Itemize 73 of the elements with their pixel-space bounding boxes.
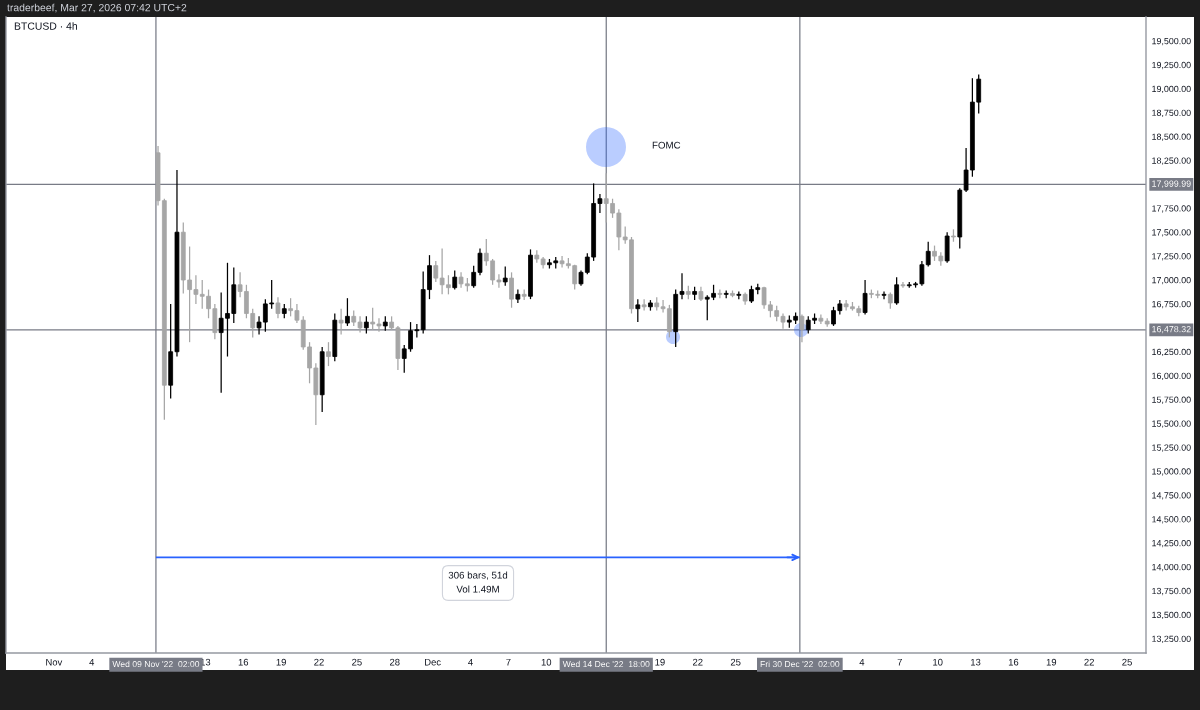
x-tick-label: Dec xyxy=(425,658,441,666)
candlestick xyxy=(925,241,931,268)
x-tick-label: 13 xyxy=(971,658,981,666)
y-tick-label: 17,000.00 xyxy=(1152,277,1191,285)
candlestick xyxy=(345,297,350,327)
candlestick xyxy=(641,298,647,312)
x-tick-label: 7 xyxy=(506,658,511,666)
x-tick-label: 16 xyxy=(1008,658,1019,666)
candlestick xyxy=(502,265,508,287)
x-tick-label: 19 xyxy=(1046,658,1057,666)
y-tick-label: 15,750.00 xyxy=(1152,396,1191,404)
x-tick-label: 4 xyxy=(859,658,865,666)
x-tick-label: 25 xyxy=(1122,658,1132,666)
x-tick-label: 19 xyxy=(276,658,286,666)
candlestick xyxy=(862,279,868,316)
x-tick-label: 7 xyxy=(897,658,902,666)
chart-title: BTCUSD · 4h xyxy=(14,22,77,30)
y-tick-label: 13,250.00 xyxy=(1152,635,1191,644)
x-tick-label: 22 xyxy=(693,658,703,666)
y-tick-label: 13,750.00 xyxy=(1152,587,1191,596)
x-tick-label: 4 xyxy=(468,658,473,666)
candlestick xyxy=(717,288,723,299)
x-tick-label: 28 xyxy=(389,658,400,666)
x-tick-label: 25 xyxy=(352,658,362,666)
ref-line-label: Wed 14 Dec '22 18:00 xyxy=(562,660,650,668)
candlestick xyxy=(433,260,439,283)
y-tick-label: 14,750.00 xyxy=(1152,492,1191,500)
candlestick xyxy=(799,313,805,343)
y-tick-label: 19,500.00 xyxy=(1152,37,1191,46)
y-tick-label: 14,500.00 xyxy=(1152,516,1191,524)
y-tick-label: 16,250.00 xyxy=(1152,348,1191,357)
ref-line-label: 17,999.99 xyxy=(1152,180,1191,188)
x-tick-label: 22 xyxy=(1084,658,1094,666)
candlestick xyxy=(881,290,887,300)
candlestick xyxy=(338,308,344,336)
candlestick xyxy=(894,276,900,306)
ref-line-label: 16,478.32 xyxy=(1152,325,1191,334)
x-tick-label: 10 xyxy=(541,658,552,666)
annotation: FOMC xyxy=(652,141,681,149)
y-tick-label: 17,500.00 xyxy=(1152,229,1191,237)
candlestick xyxy=(818,313,824,325)
y-tick-label: 16,000.00 xyxy=(1152,372,1191,380)
y-tick-label: 18,750.00 xyxy=(1152,109,1191,117)
candlestick xyxy=(900,281,906,289)
y-tick-label: 14,250.00 xyxy=(1152,540,1191,548)
y-tick-label: 15,000.00 xyxy=(1152,468,1191,476)
candlestick xyxy=(326,341,331,367)
x-tick-label: 10 xyxy=(933,658,943,666)
y-tick-label: 15,250.00 xyxy=(1152,444,1191,452)
candlestick xyxy=(509,271,514,309)
y-tick-label: 16,750.00 xyxy=(1152,300,1191,309)
ref-line-label: Wed 09 Nov '22 02:00 xyxy=(112,660,200,668)
ref-line-label: Fri 30 Dec '22 02:00 xyxy=(760,660,840,668)
y-tick-label: 15,500.00 xyxy=(1152,420,1191,428)
candlestick xyxy=(452,269,458,291)
text: traderbeef, Mar 27, 2026 07:42 UTC+2 xyxy=(7,3,187,13)
y-tick-label: 17,250.00 xyxy=(1152,253,1191,261)
y-tick-label: 19,000.00 xyxy=(1152,85,1191,94)
x-tick-label: 22 xyxy=(314,658,324,666)
x-tick-label: 16 xyxy=(238,658,249,666)
annotation: 306 bars, 51d Vol 1.49M xyxy=(448,571,508,593)
candlestick xyxy=(275,296,281,319)
candlestick xyxy=(635,298,641,323)
x-tick-label: Nov xyxy=(46,658,63,666)
y-tick-label: 19,250.00 xyxy=(1152,61,1191,70)
y-tick-label: 17,750.00 xyxy=(1152,205,1191,213)
y-tick-label: 18,500.00 xyxy=(1152,133,1191,141)
x-tick-label: 25 xyxy=(730,658,741,666)
y-tick-label: 13,500.00 xyxy=(1152,611,1191,620)
x-tick-label: 4 xyxy=(89,658,95,666)
y-tick-label: 18,250.00 xyxy=(1152,157,1191,165)
y-tick-label: 14,000.00 xyxy=(1152,563,1191,572)
x-tick-label: 19 xyxy=(655,658,665,666)
